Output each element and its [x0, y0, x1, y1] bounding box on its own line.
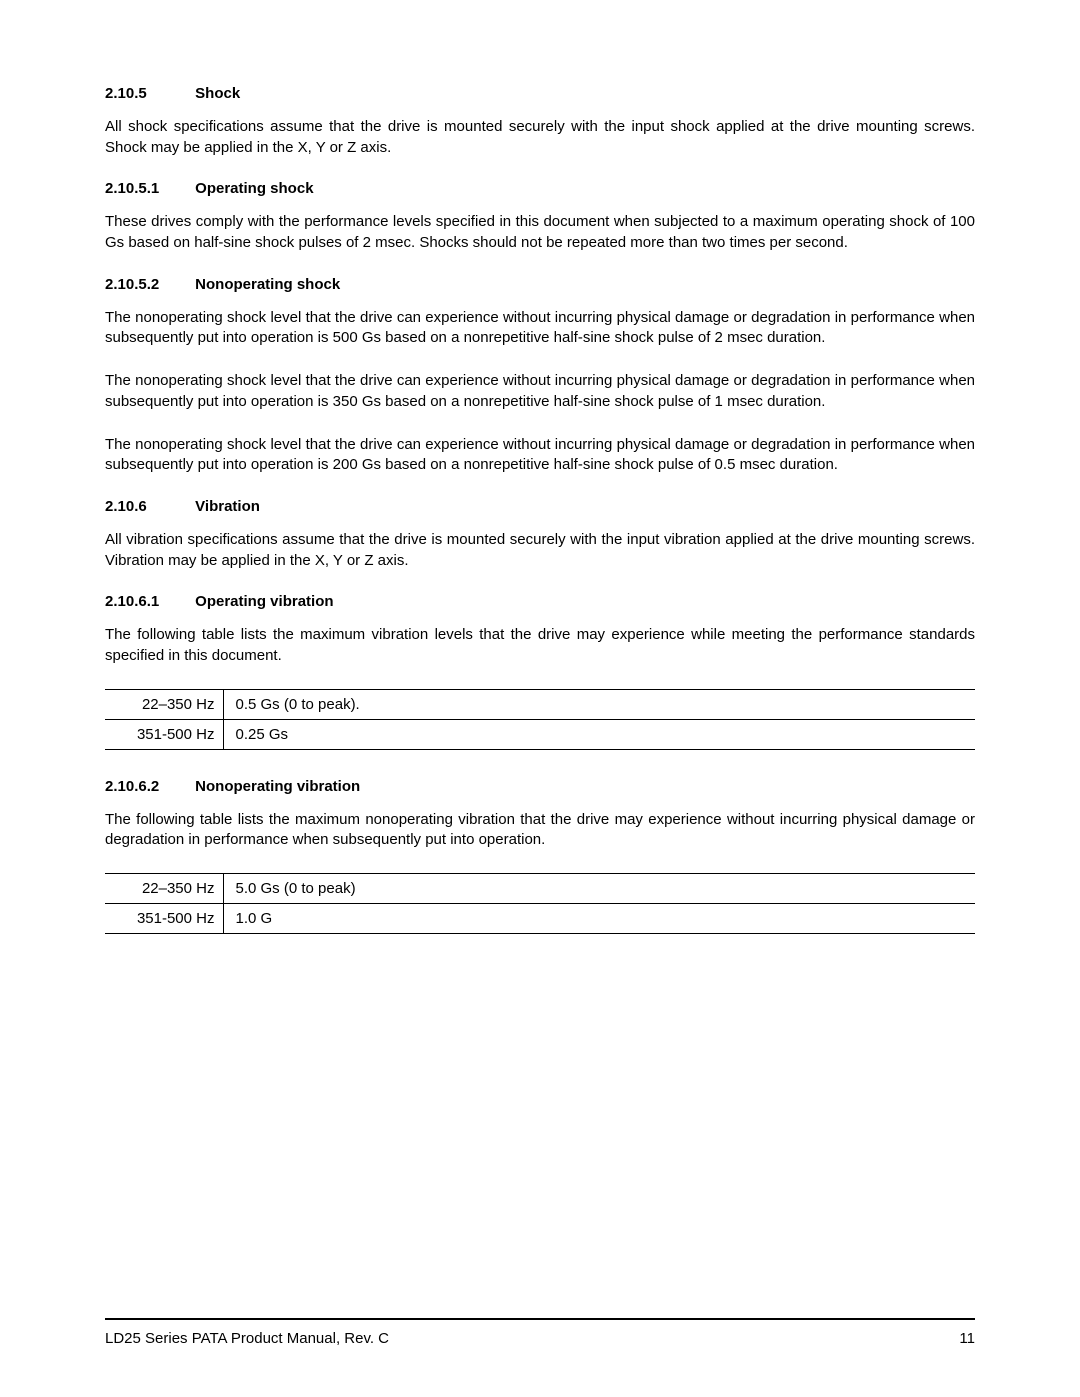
table-row: 22–350 Hz 0.5 Gs (0 to peak). — [105, 689, 975, 719]
section-2-10-5: 2.10.5 Shock All shock specifications as… — [105, 85, 975, 158]
heading-number: 2.10.6.1 — [105, 593, 191, 610]
table-row: 351-500 Hz 0.25 Gs — [105, 719, 975, 749]
heading-title: Nonoperating vibration — [195, 778, 360, 795]
section-2-10-5-1: 2.10.5.1 Operating shock These drives co… — [105, 180, 975, 253]
para-nonoperating-vibration: The following table lists the maximum no… — [105, 810, 975, 851]
para-shock-intro: All shock specifications assume that the… — [105, 117, 975, 158]
heading-title: Operating shock — [195, 180, 313, 197]
cell-freq: 351-500 Hz — [105, 719, 223, 749]
section-2-10-5-2: 2.10.5.2 Nonoperating shock The nonopera… — [105, 276, 975, 476]
heading-operating-shock: 2.10.5.1 Operating shock — [105, 180, 975, 197]
para-vibration-intro: All vibration specifications assume that… — [105, 530, 975, 571]
section-2-10-6-2: 2.10.6.2 Nonoperating vibration The foll… — [105, 778, 975, 934]
table-row: 22–350 Hz 5.0 Gs (0 to peak) — [105, 874, 975, 904]
heading-shock: 2.10.5 Shock — [105, 85, 975, 102]
para-nonop-shock-1: The nonoperating shock level that the dr… — [105, 308, 975, 349]
section-2-10-6-1: 2.10.6.1 Operating vibration The followi… — [105, 593, 975, 749]
footer-title: LD25 Series PATA Product Manual, Rev. C — [105, 1330, 389, 1347]
cell-val: 5.0 Gs (0 to peak) — [223, 874, 975, 904]
heading-title: Nonoperating shock — [195, 276, 340, 293]
page-content: 2.10.5 Shock All shock specifications as… — [105, 85, 975, 934]
heading-number: 2.10.5.1 — [105, 180, 191, 197]
heading-number: 2.10.5.2 — [105, 276, 191, 293]
heading-title: Operating vibration — [195, 593, 333, 610]
section-2-10-6: 2.10.6 Vibration All vibration specifica… — [105, 498, 975, 571]
heading-number: 2.10.5 — [105, 85, 191, 102]
para-operating-vibration: The following table lists the maximum vi… — [105, 625, 975, 666]
heading-number: 2.10.6 — [105, 498, 191, 515]
para-nonop-shock-2: The nonoperating shock level that the dr… — [105, 371, 975, 412]
heading-title: Shock — [195, 85, 240, 102]
cell-val: 1.0 G — [223, 904, 975, 934]
table-row: 351-500 Hz 1.0 G — [105, 904, 975, 934]
para-operating-shock: These drives comply with the performance… — [105, 212, 975, 253]
para-nonop-shock-3: The nonoperating shock level that the dr… — [105, 435, 975, 476]
page-footer: LD25 Series PATA Product Manual, Rev. C … — [105, 1318, 975, 1347]
cell-freq: 22–350 Hz — [105, 689, 223, 719]
cell-freq: 22–350 Hz — [105, 874, 223, 904]
heading-nonoperating-vibration: 2.10.6.2 Nonoperating vibration — [105, 778, 975, 795]
heading-number: 2.10.6.2 — [105, 778, 191, 795]
heading-nonoperating-shock: 2.10.5.2 Nonoperating shock — [105, 276, 975, 293]
cell-val: 0.5 Gs (0 to peak). — [223, 689, 975, 719]
heading-operating-vibration: 2.10.6.1 Operating vibration — [105, 593, 975, 610]
footer-page-number: 11 — [959, 1330, 975, 1347]
cell-val: 0.25 Gs — [223, 719, 975, 749]
heading-vibration: 2.10.6 Vibration — [105, 498, 975, 515]
cell-freq: 351-500 Hz — [105, 904, 223, 934]
table-nonoperating-vibration: 22–350 Hz 5.0 Gs (0 to peak) 351-500 Hz … — [105, 873, 975, 934]
heading-title: Vibration — [195, 498, 260, 515]
table-operating-vibration: 22–350 Hz 0.5 Gs (0 to peak). 351-500 Hz… — [105, 689, 975, 750]
